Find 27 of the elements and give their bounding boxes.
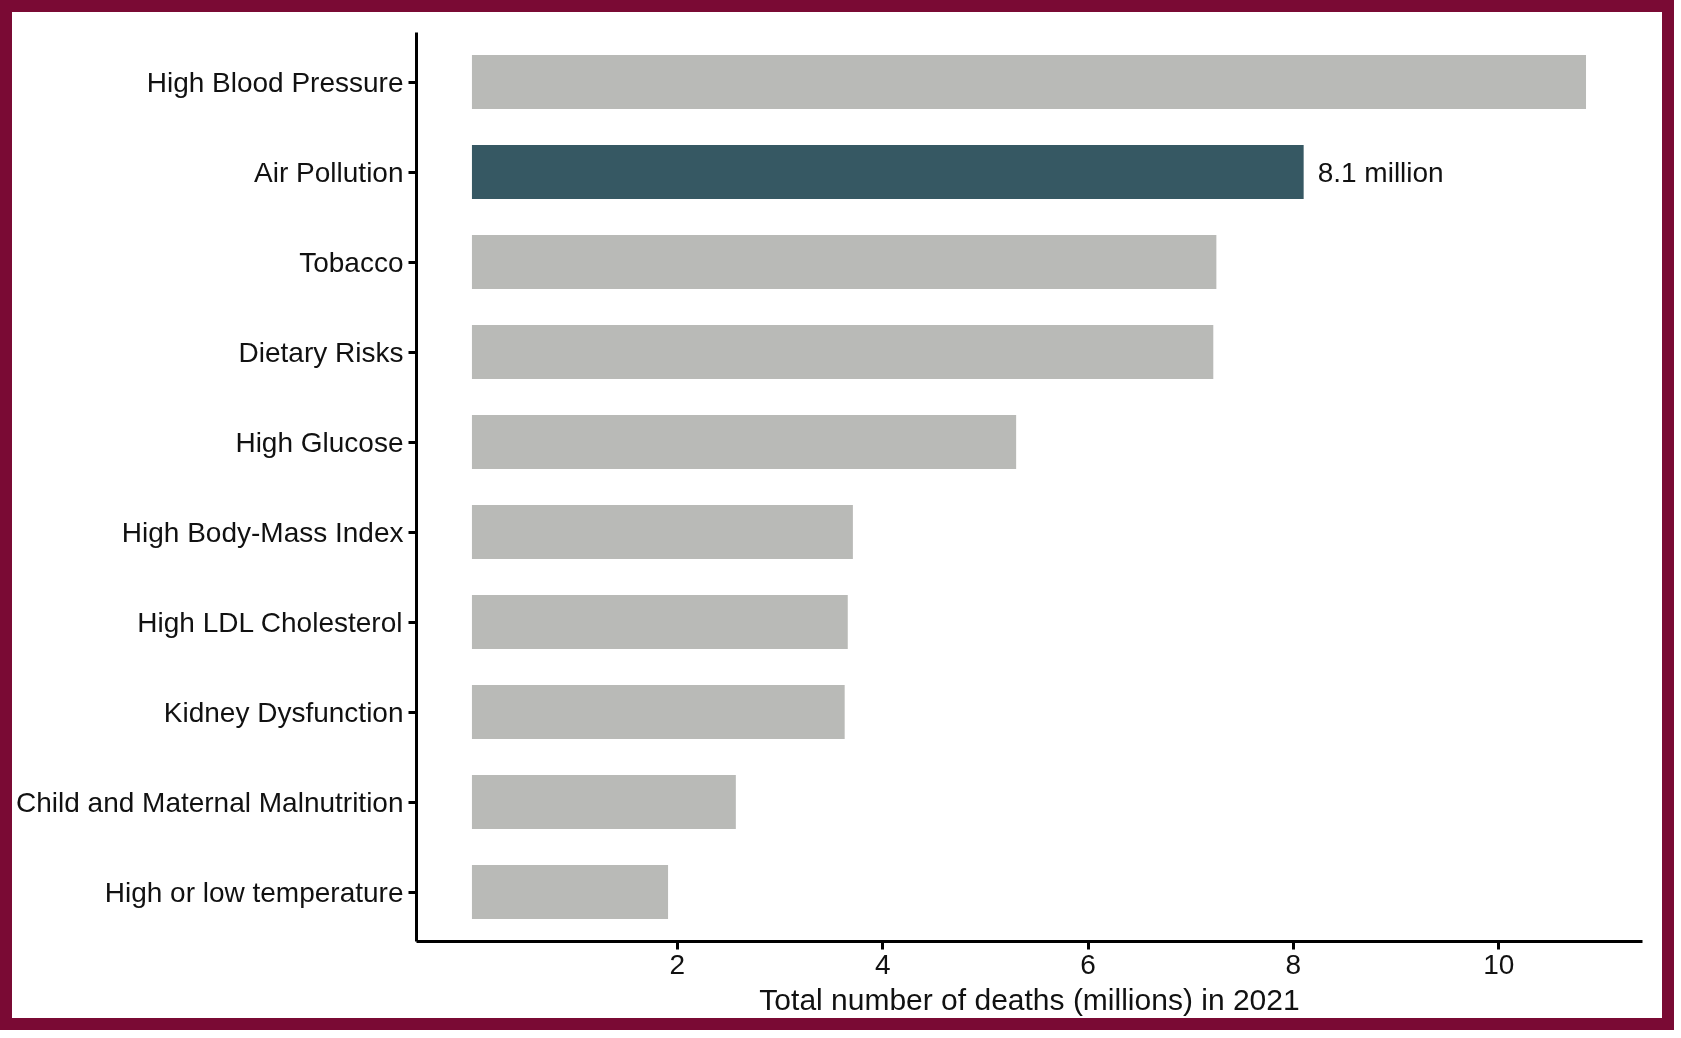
x-tick-label: 8 [1285,948,1302,980]
y-tick-label: High Body-Mass Index [121,516,404,548]
y-tick-label: High Glucose [235,426,404,458]
bar [471,145,1304,199]
data-label: 8.1 million [1317,156,1444,188]
y-tick-label: Dietary Risks [238,336,404,368]
bar [471,235,1217,289]
x-axis-title: Total number of deaths (millions) in 2021 [759,982,1300,1016]
bar [471,685,845,739]
y-tick-label: High LDL Cholesterol [137,606,403,638]
bar [471,865,669,919]
y-tick-label: Tobacco [299,246,404,278]
x-tick-label: 6 [1080,948,1096,980]
x-tick-label: 10 [1483,948,1515,980]
bar [471,55,1587,109]
x-tick-label: 2 [669,948,686,980]
y-tick-label: Air Pollution [254,156,404,188]
y-tick-label: High Blood Pressure [146,66,404,98]
bar [471,595,848,649]
y-tick-label: High or low temperature [104,876,404,908]
bar [471,325,1214,379]
y-tick-label: Child and Maternal Malnutrition [15,786,404,818]
bar [471,505,853,559]
bar [471,775,736,829]
x-tick-label: 4 [874,948,891,980]
y-tick-label: Kidney Dysfunction [163,696,404,728]
bar [471,415,1017,469]
